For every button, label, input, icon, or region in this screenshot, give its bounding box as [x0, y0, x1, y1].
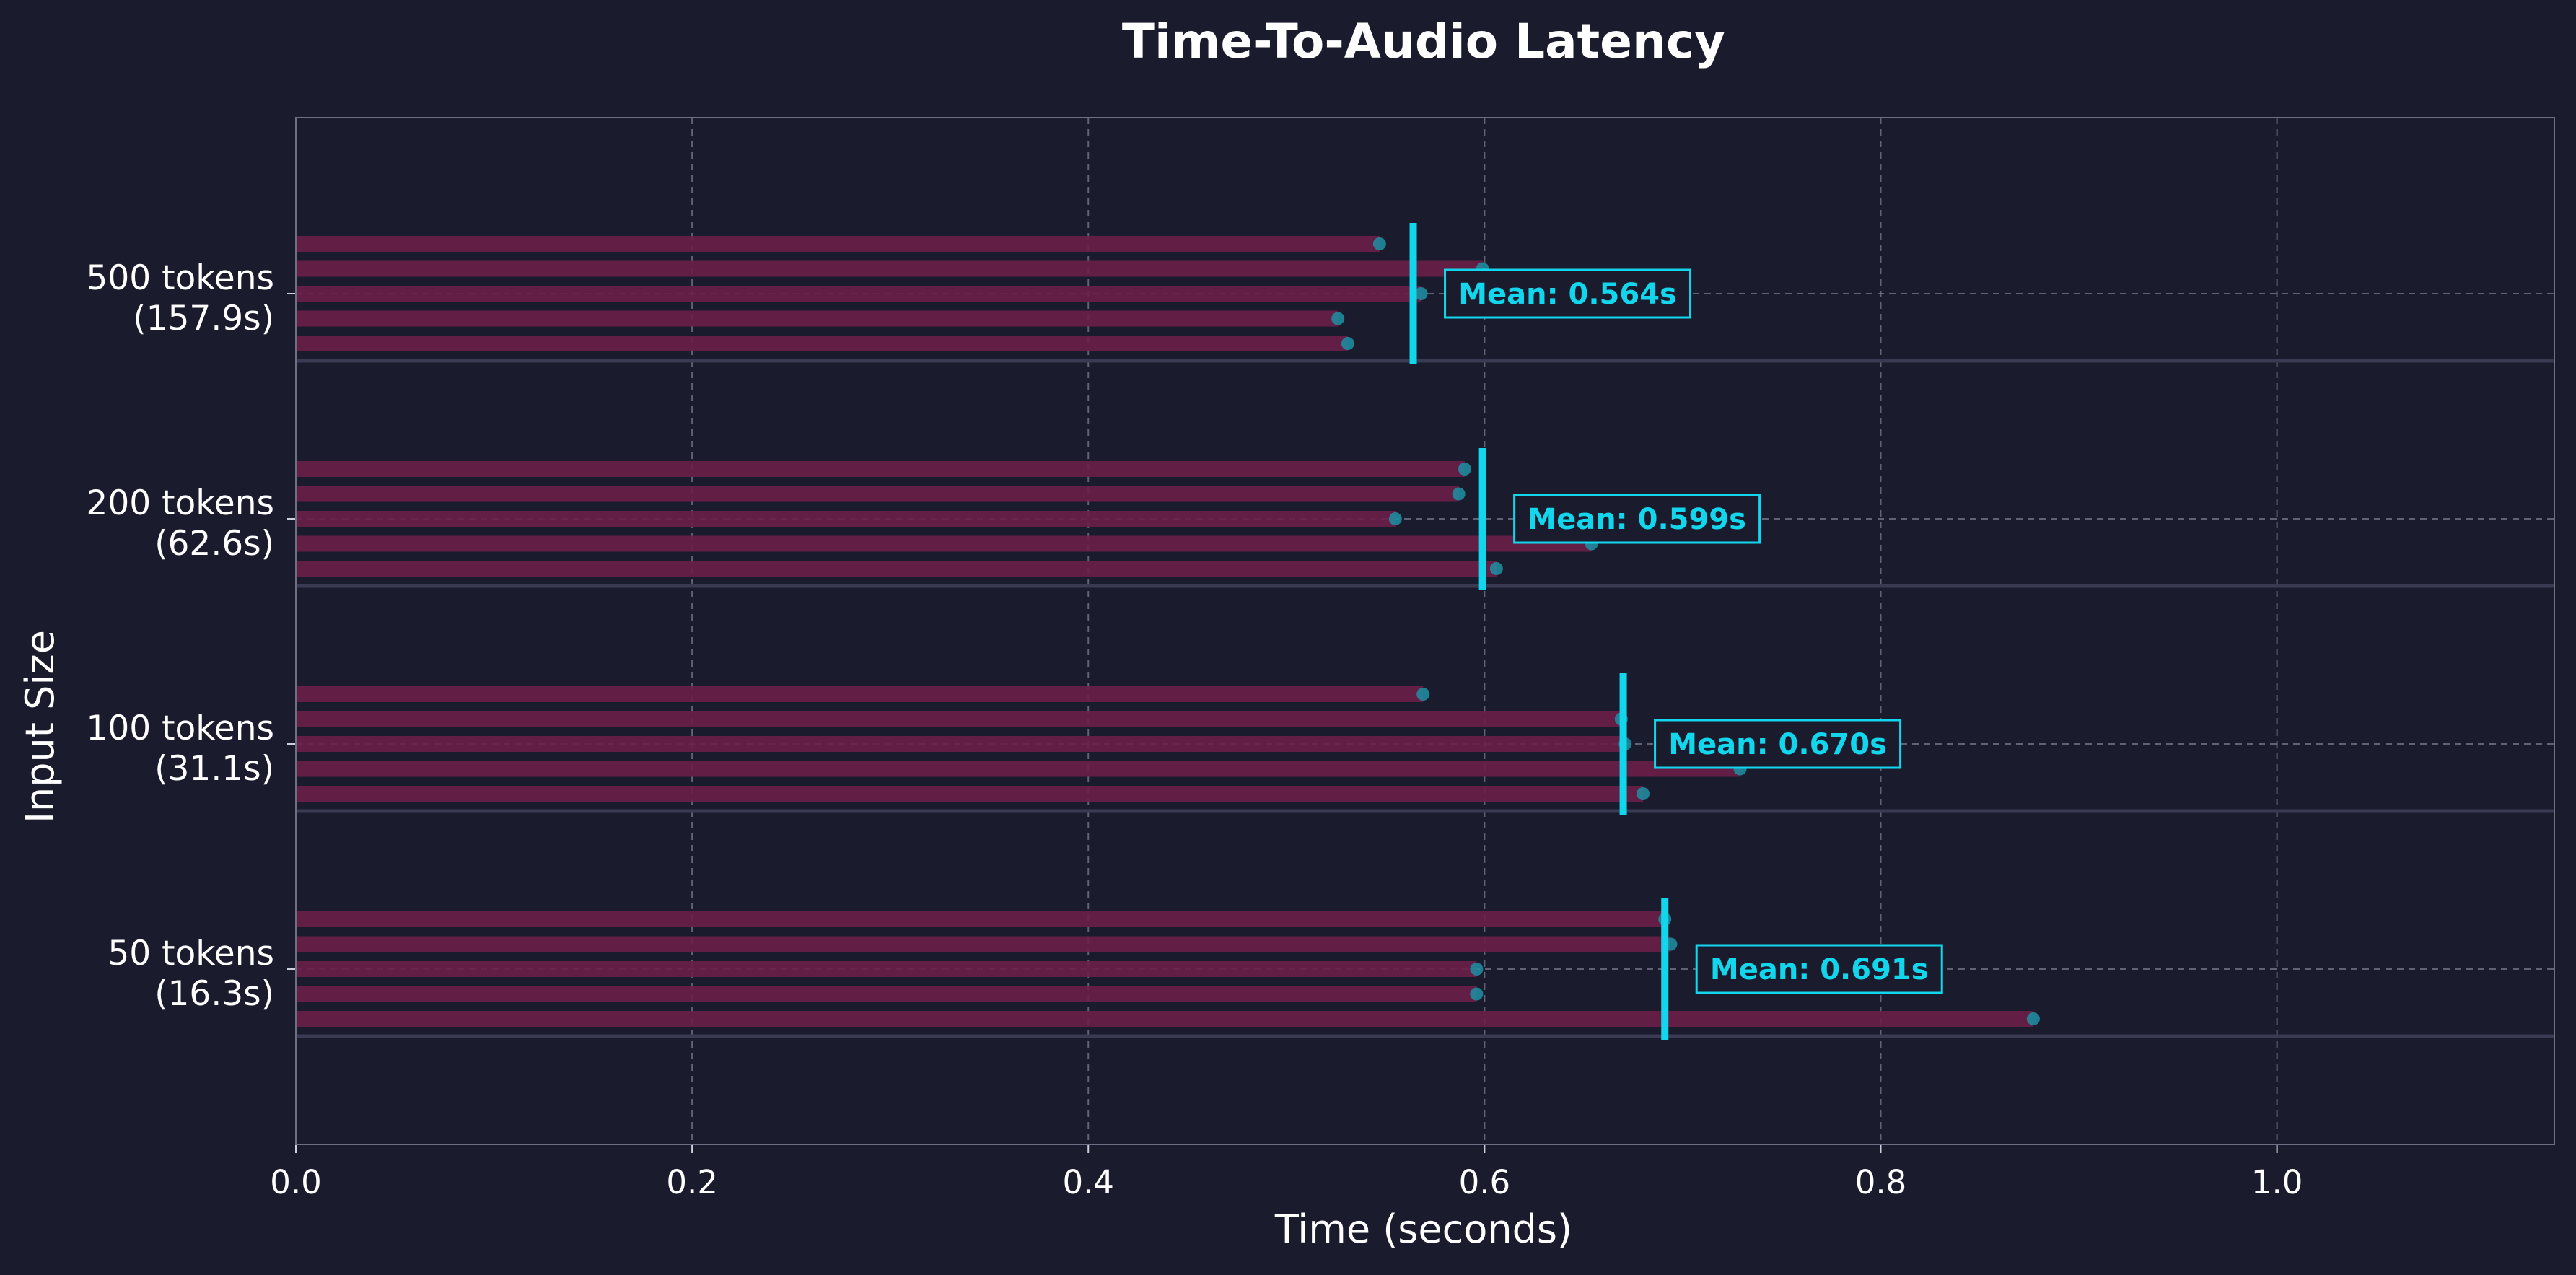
plot-frame	[295, 117, 2555, 1145]
y-tick-label: 50 tokens	[108, 934, 274, 973]
run-bar	[296, 561, 1497, 577]
run-bar	[296, 986, 1477, 1002]
x-tick-label: 1.0	[2251, 1163, 2303, 1201]
x-tick-label: 0.6	[1459, 1163, 1511, 1201]
mean-line	[1661, 898, 1669, 1040]
run-point	[1470, 963, 1484, 976]
mean-label: Mean: 0.599s	[1528, 503, 1746, 536]
run-bar	[296, 511, 1396, 527]
y-tick-label: 100 tokens	[86, 709, 274, 748]
y-tick-label-sub: (16.3s)	[154, 974, 274, 1014]
run-bar	[296, 911, 1665, 927]
run-point	[1416, 688, 1430, 701]
run-point	[1388, 512, 1402, 525]
x-axis-label: Time (seconds)	[1274, 1206, 1572, 1252]
mean-label: Mean: 0.691s	[1710, 953, 1929, 986]
run-point	[1414, 287, 1428, 300]
mean-line	[1478, 448, 1486, 590]
run-bar	[296, 711, 1621, 727]
run-bar	[296, 936, 1671, 952]
run-bar	[296, 1011, 2033, 1027]
run-bar	[296, 786, 1644, 802]
run-point	[1458, 463, 1471, 476]
run-point	[1372, 237, 1386, 250]
y-tick-label: 200 tokens	[86, 483, 274, 523]
run-bar	[296, 286, 1421, 302]
mean-label-box	[1444, 268, 1692, 319]
run-bar	[296, 236, 1380, 252]
x-tick-label: 0.4	[1062, 1163, 1114, 1201]
x-tick-label: 0.8	[1855, 1163, 1907, 1201]
mean-line	[1619, 673, 1627, 815]
y-axis-label: Input Size	[17, 630, 63, 823]
y-tick-label-sub: (157.9s)	[133, 299, 274, 338]
grid-layer	[295, 118, 2554, 1144]
run-point	[1470, 987, 1484, 1001]
run-bar	[296, 961, 1477, 977]
mean-label: Mean: 0.670s	[1668, 728, 1887, 761]
run-bar	[296, 486, 1459, 502]
run-bar	[296, 260, 1483, 277]
run-bar	[296, 761, 1740, 777]
mean-label: Mean: 0.564s	[1458, 278, 1677, 311]
run-bar	[296, 336, 1348, 351]
run-bar	[296, 461, 1465, 477]
y-tick-label-sub: (62.6s)	[154, 524, 274, 564]
run-bar	[296, 535, 1592, 552]
mean-layer: Mean: 0.564s Mean: 0.599s Mean: 0.670s Mean…	[1409, 223, 1943, 1040]
x-tick-label: 0.0	[270, 1163, 322, 1201]
run-bar	[296, 310, 1339, 327]
run-point	[1637, 787, 1650, 800]
run-point	[1489, 562, 1503, 575]
bar-layer	[296, 236, 2040, 1027]
run-point	[1452, 487, 1466, 501]
chart-title: Time-To-Audio Latency	[1122, 14, 1725, 69]
run-point	[1331, 312, 1345, 325]
mean-label-box	[1654, 719, 1902, 769]
mean-line	[1409, 223, 1417, 364]
y-tick-label-sub: (31.1s)	[154, 749, 274, 789]
axis-layer: 0.0 0.2 0.4 0.6 0.8 1.0 500 tokens(157.9s) 200 …	[86, 117, 2555, 1201]
run-bar	[296, 736, 1626, 752]
run-point	[2026, 1012, 2040, 1025]
run-point	[1341, 337, 1354, 350]
mean-label-box	[1513, 494, 1761, 544]
mean-label-box	[1695, 944, 1943, 994]
y-tick-label: 500 tokens	[86, 258, 274, 298]
x-tick-label: 0.2	[666, 1163, 718, 1201]
run-bar	[296, 686, 1424, 702]
